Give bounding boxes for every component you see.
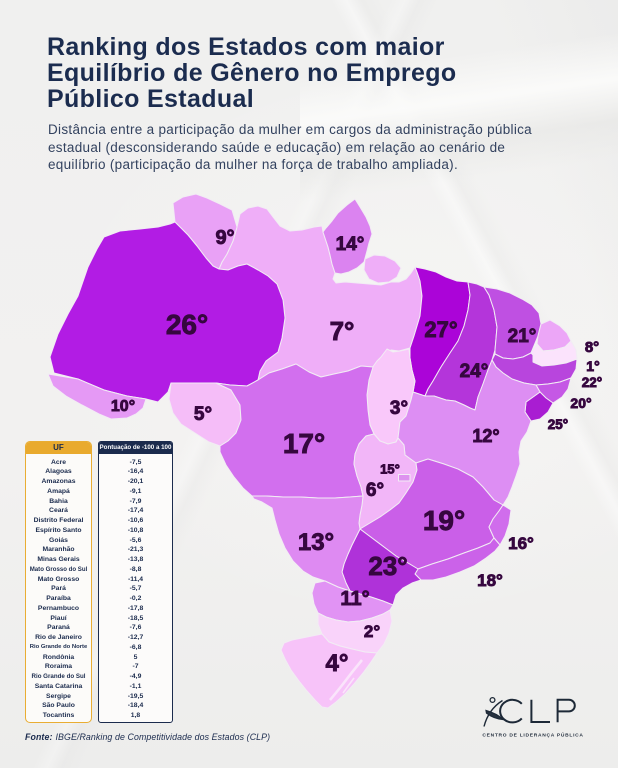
svg-text:26°: 26° [166,309,208,340]
svg-text:5°: 5° [194,404,212,425]
svg-text:13°: 13° [298,529,334,556]
svg-text:11°: 11° [340,588,369,610]
svg-text:17°: 17° [283,428,325,459]
svg-text:10°: 10° [111,398,135,415]
svg-text:6°: 6° [366,480,384,501]
svg-text:1°: 1° [586,358,599,374]
svg-text:12°: 12° [472,426,499,446]
svg-text:7°: 7° [330,316,355,346]
svg-text:14°: 14° [336,234,365,255]
svg-text:18°: 18° [477,571,503,590]
svg-text:15°: 15° [380,462,400,477]
svg-text:2°: 2° [364,622,380,641]
svg-text:4°: 4° [326,650,349,677]
svg-text:19°: 19° [423,505,465,536]
svg-text:25°: 25° [548,417,568,432]
svg-text:8°: 8° [585,339,599,356]
svg-text:21°: 21° [508,326,537,347]
svg-text:16°: 16° [508,534,534,553]
svg-text:27°: 27° [424,317,457,342]
svg-text:24°: 24° [460,361,489,382]
svg-text:22°: 22° [582,375,602,390]
svg-text:9°: 9° [215,227,234,249]
svg-text:CENTRO DE LIDERANÇA PÚBLICA: CENTRO DE LIDERANÇA PÚBLICA [482,732,583,739]
svg-text:3°: 3° [390,398,408,419]
svg-text:20°: 20° [570,395,591,411]
svg-text:23°: 23° [368,551,407,581]
